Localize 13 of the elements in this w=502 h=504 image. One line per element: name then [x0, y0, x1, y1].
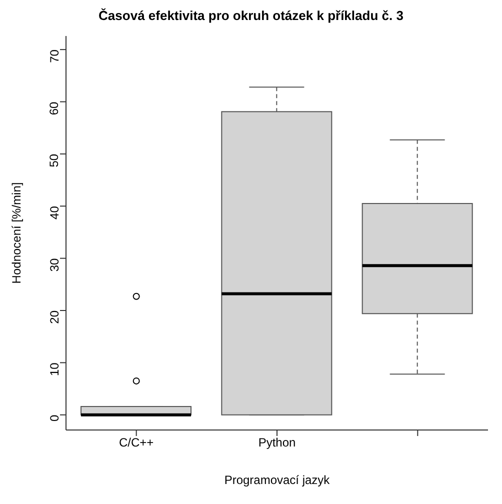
x-tick-label: Python [258, 436, 296, 450]
y-tick-label: 20 [47, 310, 62, 324]
x-tick-label: C/C++ [118, 436, 154, 450]
y-tick-label: 10 [47, 362, 62, 376]
y-axis-title: Hodnocení [%/min] [9, 182, 24, 284]
y-tick-label: 60 [47, 101, 62, 116]
y-tick-label: 0 [47, 414, 62, 422]
y-tick-label: 70 [47, 49, 62, 63]
chart-title: Časová efektivita pro okruh otázek k příkladu č. 3 [98, 8, 404, 25]
y-tick-label: 40 [47, 206, 62, 220]
y-tick-label: 30 [47, 258, 62, 272]
x-axis-title: Programovací jazyk [224, 473, 331, 487]
y-tick-label: 50 [47, 154, 62, 168]
